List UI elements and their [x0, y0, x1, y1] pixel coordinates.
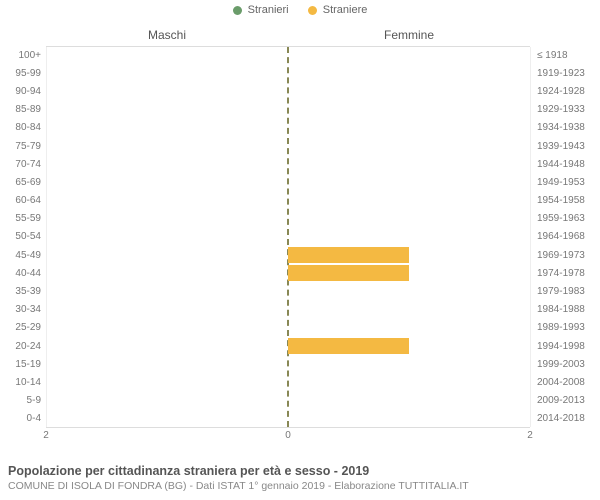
age-label: 100+: [0, 46, 44, 64]
bar-row: [46, 391, 530, 409]
age-label: 40-44: [0, 264, 44, 282]
birth-label: 1989-1993: [534, 319, 600, 337]
birth-label: 1954-1958: [534, 192, 600, 210]
column-headers: Maschi Femmine: [46, 28, 530, 44]
bar-female: [288, 265, 409, 281]
age-label: 65-69: [0, 173, 44, 191]
bar-row: [46, 65, 530, 83]
legend-label-female: Straniere: [323, 4, 368, 16]
age-label: 60-64: [0, 192, 44, 210]
legend-item-male: Stranieri: [233, 4, 289, 16]
birth-year-axis-labels: ≤ 19181919-19231924-19281929-19331934-19…: [534, 46, 600, 428]
bar-row: [46, 373, 530, 391]
legend-dot-male: [233, 6, 242, 15]
x-axis: 2 0 2: [46, 430, 530, 444]
age-label: 95-99: [0, 64, 44, 82]
bar-row: [46, 355, 530, 373]
birth-label: 1929-1933: [534, 101, 600, 119]
bar-row: [46, 318, 530, 336]
birth-label: 1969-1973: [534, 246, 600, 264]
birth-label: 1934-1938: [534, 119, 600, 137]
legend-dot-female: [308, 6, 317, 15]
bar-row: [46, 337, 530, 355]
birth-label: 1994-1998: [534, 337, 600, 355]
birth-label: 2014-2018: [534, 410, 600, 428]
x-tick: 2: [527, 430, 533, 441]
birth-label: 1979-1983: [534, 282, 600, 300]
bar-rows: [46, 47, 530, 427]
birth-label: 1944-1948: [534, 155, 600, 173]
bar-row: [46, 300, 530, 318]
x-tick: 0: [285, 430, 291, 441]
bar-female: [288, 247, 409, 263]
chart-caption: Popolazione per cittadinanza straniera p…: [8, 464, 592, 492]
birth-label: 1964-1968: [534, 228, 600, 246]
age-label: 70-74: [0, 155, 44, 173]
age-label: 90-94: [0, 82, 44, 100]
age-label: 30-34: [0, 301, 44, 319]
bar-row: [46, 174, 530, 192]
bar-row: [46, 137, 530, 155]
birth-label: 1924-1928: [534, 82, 600, 100]
birth-label: 2004-2008: [534, 373, 600, 391]
age-label: 5-9: [0, 392, 44, 410]
bar-row: [46, 409, 530, 427]
birth-label: ≤ 1918: [534, 46, 600, 64]
birth-label: 1999-2003: [534, 355, 600, 373]
legend-label-male: Stranieri: [248, 4, 289, 16]
bar-row: [46, 264, 530, 282]
bar-row: [46, 210, 530, 228]
bar-row: [46, 228, 530, 246]
age-label: 20-24: [0, 337, 44, 355]
birth-label: 1939-1943: [534, 137, 600, 155]
chart-title: Popolazione per cittadinanza straniera p…: [8, 464, 592, 478]
age-label: 0-4: [0, 410, 44, 428]
age-label: 35-39: [0, 282, 44, 300]
birth-label: 1974-1978: [534, 264, 600, 282]
birth-label: 1984-1988: [534, 301, 600, 319]
age-label: 85-89: [0, 101, 44, 119]
chart-subtitle: COMUNE DI ISOLA DI FONDRA (BG) - Dati IS…: [8, 480, 592, 492]
column-title-female: Femmine: [288, 28, 530, 42]
birth-label: 1959-1963: [534, 210, 600, 228]
age-label: 15-19: [0, 355, 44, 373]
bar-row: [46, 101, 530, 119]
bar-female: [288, 338, 409, 354]
x-tick: 2: [43, 430, 49, 441]
plot-area: [46, 46, 530, 428]
bar-row: [46, 47, 530, 65]
legend-item-female: Straniere: [308, 4, 368, 16]
bar-row: [46, 156, 530, 174]
birth-label: 2009-2013: [534, 392, 600, 410]
column-title-male: Maschi: [46, 28, 288, 42]
age-label: 50-54: [0, 228, 44, 246]
bar-row: [46, 192, 530, 210]
age-axis-labels: 100+95-9990-9485-8980-8475-7970-7465-696…: [0, 46, 44, 428]
population-pyramid-chart: Stranieri Straniere Maschi Femmine Fasce…: [0, 0, 600, 500]
age-label: 80-84: [0, 119, 44, 137]
bar-row: [46, 83, 530, 101]
age-label: 55-59: [0, 210, 44, 228]
bar-row: [46, 119, 530, 137]
age-label: 10-14: [0, 373, 44, 391]
birth-label: 1949-1953: [534, 173, 600, 191]
birth-label: 1919-1923: [534, 64, 600, 82]
bar-row: [46, 282, 530, 300]
age-label: 75-79: [0, 137, 44, 155]
bar-row: [46, 246, 530, 264]
age-label: 25-29: [0, 319, 44, 337]
legend: Stranieri Straniere: [0, 4, 600, 16]
age-label: 45-49: [0, 246, 44, 264]
